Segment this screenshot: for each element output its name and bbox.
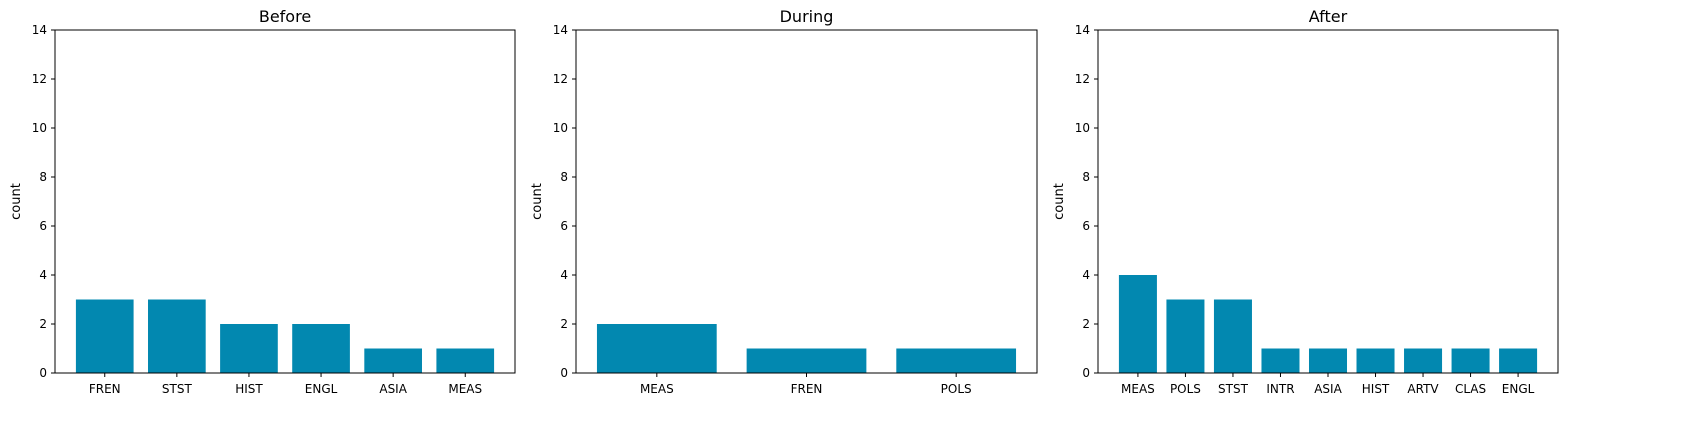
plot-frame: [54, 29, 516, 374]
y-tick-label: 8: [1082, 170, 1090, 184]
y-tick-label: 14: [1075, 23, 1090, 37]
y-tick-label: 0: [560, 366, 568, 380]
chart-title: During: [780, 7, 834, 26]
y-tick-label: 12: [32, 72, 47, 86]
y-tick-label: 14: [553, 23, 568, 37]
x-tick-label: STST: [162, 382, 193, 396]
bar-after-engl: [1499, 348, 1538, 373]
y-axis-label: count: [1052, 183, 1067, 220]
bar-before-fren: [75, 299, 134, 373]
bar-after-artv: [1404, 348, 1443, 373]
bar-after-meas: [1118, 275, 1157, 373]
chart-title: Before: [259, 7, 311, 26]
x-tick-label: MEAS: [1121, 382, 1155, 396]
x-tick-label: ASIA: [1314, 382, 1342, 396]
bar-before-engl: [292, 324, 350, 373]
y-tick-label: 4: [39, 268, 47, 282]
y-tick-label: 6: [39, 219, 47, 233]
bar-before-asia: [364, 348, 422, 373]
x-tick-label: ASIA: [379, 382, 407, 396]
subplot-during: 0 2 4 6 8 10 12 14 MEAS FREN POLS During count: [530, 7, 1038, 396]
bar-before-hist: [220, 324, 278, 373]
subplot-after: 0 2 4 6 8 10 12 14 MEAS POLS STST INTR ASIA HIST ARTV C…: [1052, 7, 1559, 396]
x-tick-label: ENGL: [1502, 382, 1535, 396]
bar-during-meas: [596, 324, 717, 373]
chart-title: After: [1309, 7, 1348, 26]
y-tick-label: 0: [39, 366, 47, 380]
x-tick-label: CLAS: [1455, 382, 1486, 396]
plot-frame: [575, 29, 1038, 374]
x-tick-label: POLS: [941, 382, 972, 396]
bar-before-meas: [436, 348, 495, 373]
x-tick-label: HIST: [1362, 382, 1390, 396]
y-tick-label: 2: [560, 317, 568, 331]
y-axis-label: count: [9, 183, 24, 220]
y-tick-label: 12: [553, 72, 568, 86]
x-tick-label: FREN: [791, 382, 823, 396]
bar-after-pols: [1166, 299, 1205, 373]
bar-after-intr: [1261, 348, 1300, 373]
y-tick-label: 6: [1082, 219, 1090, 233]
x-tick-label: FREN: [89, 382, 121, 396]
x-tick-label: MEAS: [640, 382, 674, 396]
x-tick-label: POLS: [1170, 382, 1201, 396]
y-tick-label: 10: [1075, 121, 1090, 135]
x-tick-label: MEAS: [448, 382, 482, 396]
y-tick-label: 8: [39, 170, 47, 184]
y-tick-label: 2: [1082, 317, 1090, 331]
bar-after-clas: [1451, 348, 1490, 373]
x-tick-label: STST: [1218, 382, 1249, 396]
x-tick-label: INTR: [1266, 382, 1294, 396]
y-tick-label: 4: [1082, 268, 1090, 282]
y-tick-label: 8: [560, 170, 568, 184]
x-tick-label: HIST: [235, 382, 263, 396]
y-tick-label: 0: [1082, 366, 1090, 380]
y-tick-label: 10: [553, 121, 568, 135]
y-tick-label: 14: [32, 23, 47, 37]
y-axis-label: count: [530, 183, 545, 220]
x-tick-label: ENGL: [305, 382, 338, 396]
bar-after-asia: [1308, 348, 1348, 373]
bar-before-stst: [148, 299, 206, 373]
bar-during-fren: [746, 348, 867, 373]
bar-after-stst: [1213, 299, 1252, 373]
y-tick-label: 10: [32, 121, 47, 135]
y-tick-label: 2: [39, 317, 47, 331]
bar-after-hist: [1356, 348, 1395, 373]
y-tick-label: 12: [1075, 72, 1090, 86]
x-tick-label: ARTV: [1407, 382, 1439, 396]
y-tick-label: 4: [560, 268, 568, 282]
y-tick-label: 6: [560, 219, 568, 233]
bar-during-pols: [896, 348, 1017, 373]
subplot-before: 0 2 4 6 8 10 12 14 FREN STST HIST ENGL ASIA MEAS Befor…: [9, 7, 516, 396]
